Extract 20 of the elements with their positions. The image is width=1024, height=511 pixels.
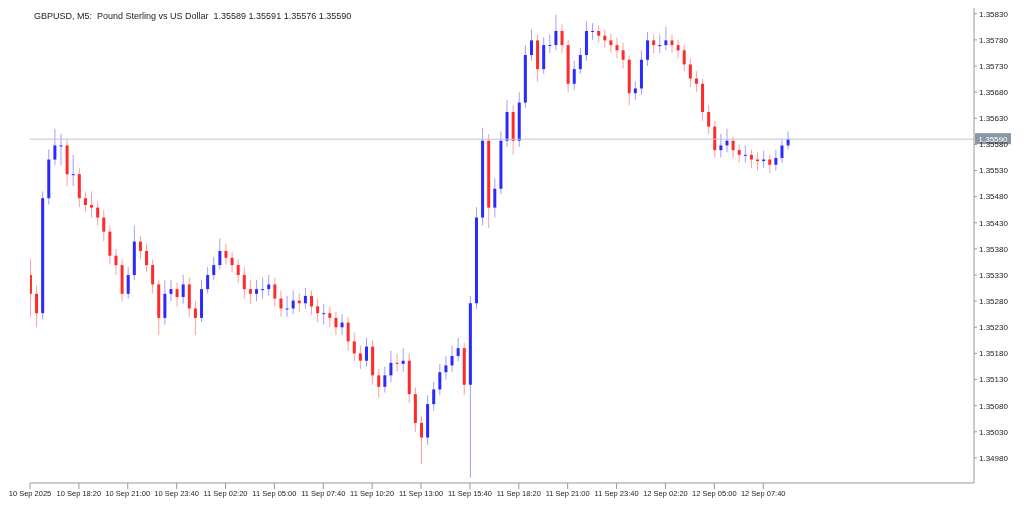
y-tick-label: 1.35680 <box>979 87 1009 97</box>
y-tick-label: 1.35730 <box>979 61 1009 71</box>
y-tick-label: 1.35230 <box>979 323 1009 333</box>
candlestick <box>591 22 595 41</box>
y-tick-label: 1.35780 <box>979 35 1009 45</box>
y-tick-label: 1.34980 <box>979 453 1009 463</box>
candlestick <box>743 144 747 164</box>
y-tick-label: 1.35330 <box>979 270 1009 280</box>
y-tick-label: 1.35830 <box>979 9 1009 19</box>
y-tick-label: 1.35480 <box>979 192 1009 202</box>
y-tick-label: 1.35630 <box>979 114 1009 124</box>
y-tick-label: 1.35080 <box>979 401 1009 411</box>
y-tick-label: 1.35280 <box>979 296 1009 306</box>
y-tick-label: 1.35430 <box>979 218 1009 228</box>
y-tick-label: 1.35030 <box>979 427 1009 437</box>
chart-title: GBPUSD, M5: Pound Sterling vs US Dollar 1.35589 1.35591 1.35576 1.35590 <box>34 11 352 21</box>
y-tick-label: 1.35130 <box>979 375 1009 385</box>
y-tick-label: 1.35380 <box>979 244 1009 254</box>
y-tick-label: 1.35530 <box>979 166 1009 176</box>
y-tick-label: 1.35180 <box>979 349 1009 359</box>
